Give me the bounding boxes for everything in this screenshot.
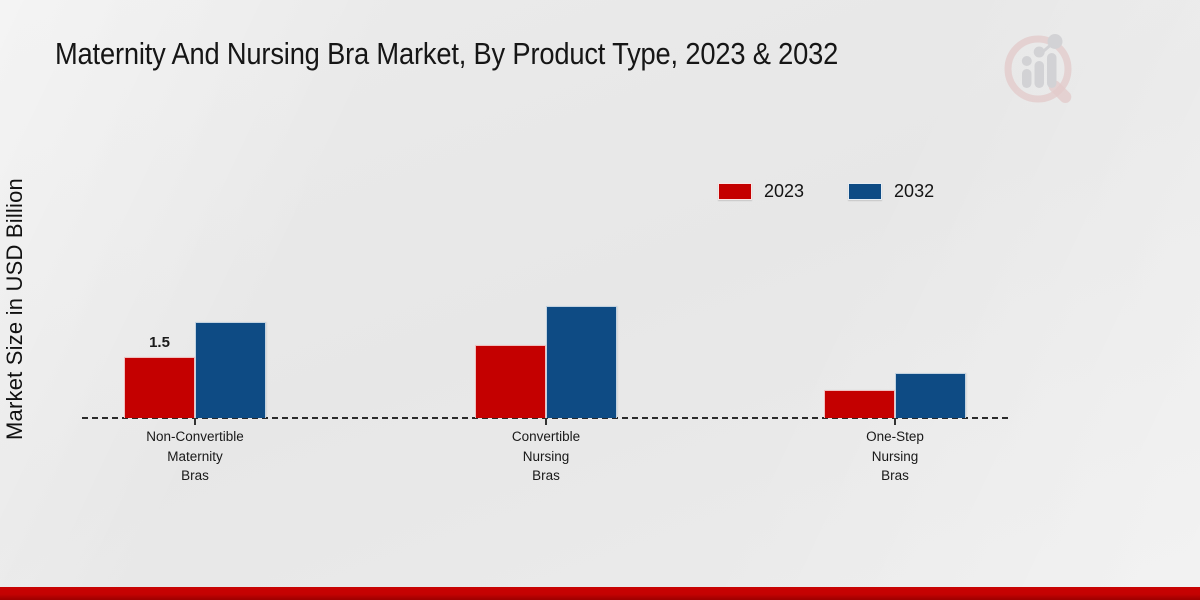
category-label-1: Convertible Nursing Bras [511,429,581,483]
category-label-0: Non-Convertible Maternity Bras [146,429,244,483]
bar-2032-category-2 [895,373,966,418]
legend-label-2032: 2032 [894,181,935,201]
bottom-accent-bar [0,587,1200,600]
category-label-2: One-Step Nursing Bras [866,429,924,483]
bar-2023-category-0 [124,357,195,418]
bar-2032-category-0 [195,322,266,418]
magnifier-chart-icon [1004,34,1072,104]
bar-2023-category-1 [475,345,546,418]
legend-item-2023: 2023 [718,181,804,202]
legend-swatch-2023 [718,183,752,200]
brand-logo-watermark [993,30,1085,118]
legend-item-2032: 2032 [848,181,934,202]
bar-2032-category-1 [546,306,617,418]
x-axis-tick-0 [194,418,196,425]
legend: 2023 2032 [718,181,934,202]
x-axis-tick-2 [894,418,896,425]
legend-label-2023: 2023 [764,181,805,201]
data-label-2023-category-0: 1.5 [149,334,170,351]
bar-2023-category-2 [824,390,895,418]
chart-title: Maternity And Nursing Bra Market, By Pro… [55,36,839,71]
x-axis-tick-1 [545,418,547,425]
legend-swatch-2032 [848,183,883,200]
